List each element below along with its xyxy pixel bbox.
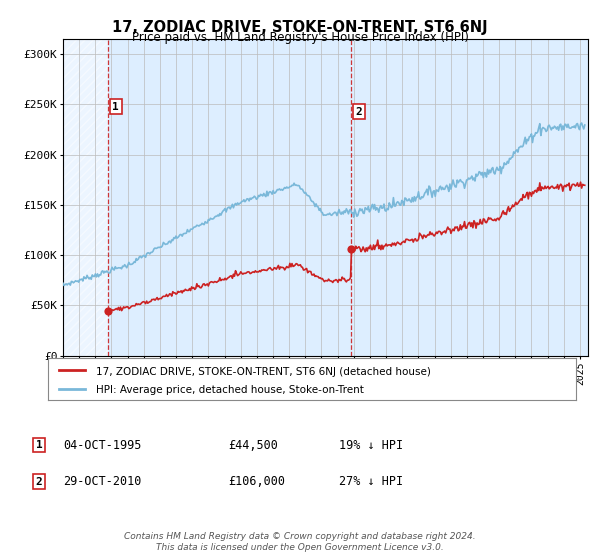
Text: 2: 2 — [356, 106, 362, 116]
Text: 17, ZODIAC DRIVE, STOKE-ON-TRENT, ST6 6NJ: 17, ZODIAC DRIVE, STOKE-ON-TRENT, ST6 6N… — [112, 20, 488, 35]
Text: 2: 2 — [35, 477, 43, 487]
Text: 17, ZODIAC DRIVE, STOKE-ON-TRENT, ST6 6NJ (detached house): 17, ZODIAC DRIVE, STOKE-ON-TRENT, ST6 6N… — [95, 367, 430, 377]
Text: 29-OCT-2010: 29-OCT-2010 — [63, 475, 142, 488]
Text: 19% ↓ HPI: 19% ↓ HPI — [339, 438, 403, 452]
Text: £44,500: £44,500 — [228, 438, 278, 452]
Text: £106,000: £106,000 — [228, 475, 285, 488]
Text: 1: 1 — [112, 101, 119, 111]
Point — [103, 306, 112, 315]
Text: Contains HM Land Registry data © Crown copyright and database right 2024.
This d: Contains HM Land Registry data © Crown c… — [124, 532, 476, 552]
Text: HPI: Average price, detached house, Stoke-on-Trent: HPI: Average price, detached house, Stok… — [95, 385, 364, 395]
Text: 1: 1 — [35, 440, 43, 450]
Text: 04-OCT-1995: 04-OCT-1995 — [63, 438, 142, 452]
Text: 27% ↓ HPI: 27% ↓ HPI — [339, 475, 403, 488]
Text: Price paid vs. HM Land Registry's House Price Index (HPI): Price paid vs. HM Land Registry's House … — [131, 31, 469, 44]
Point — [346, 245, 356, 254]
